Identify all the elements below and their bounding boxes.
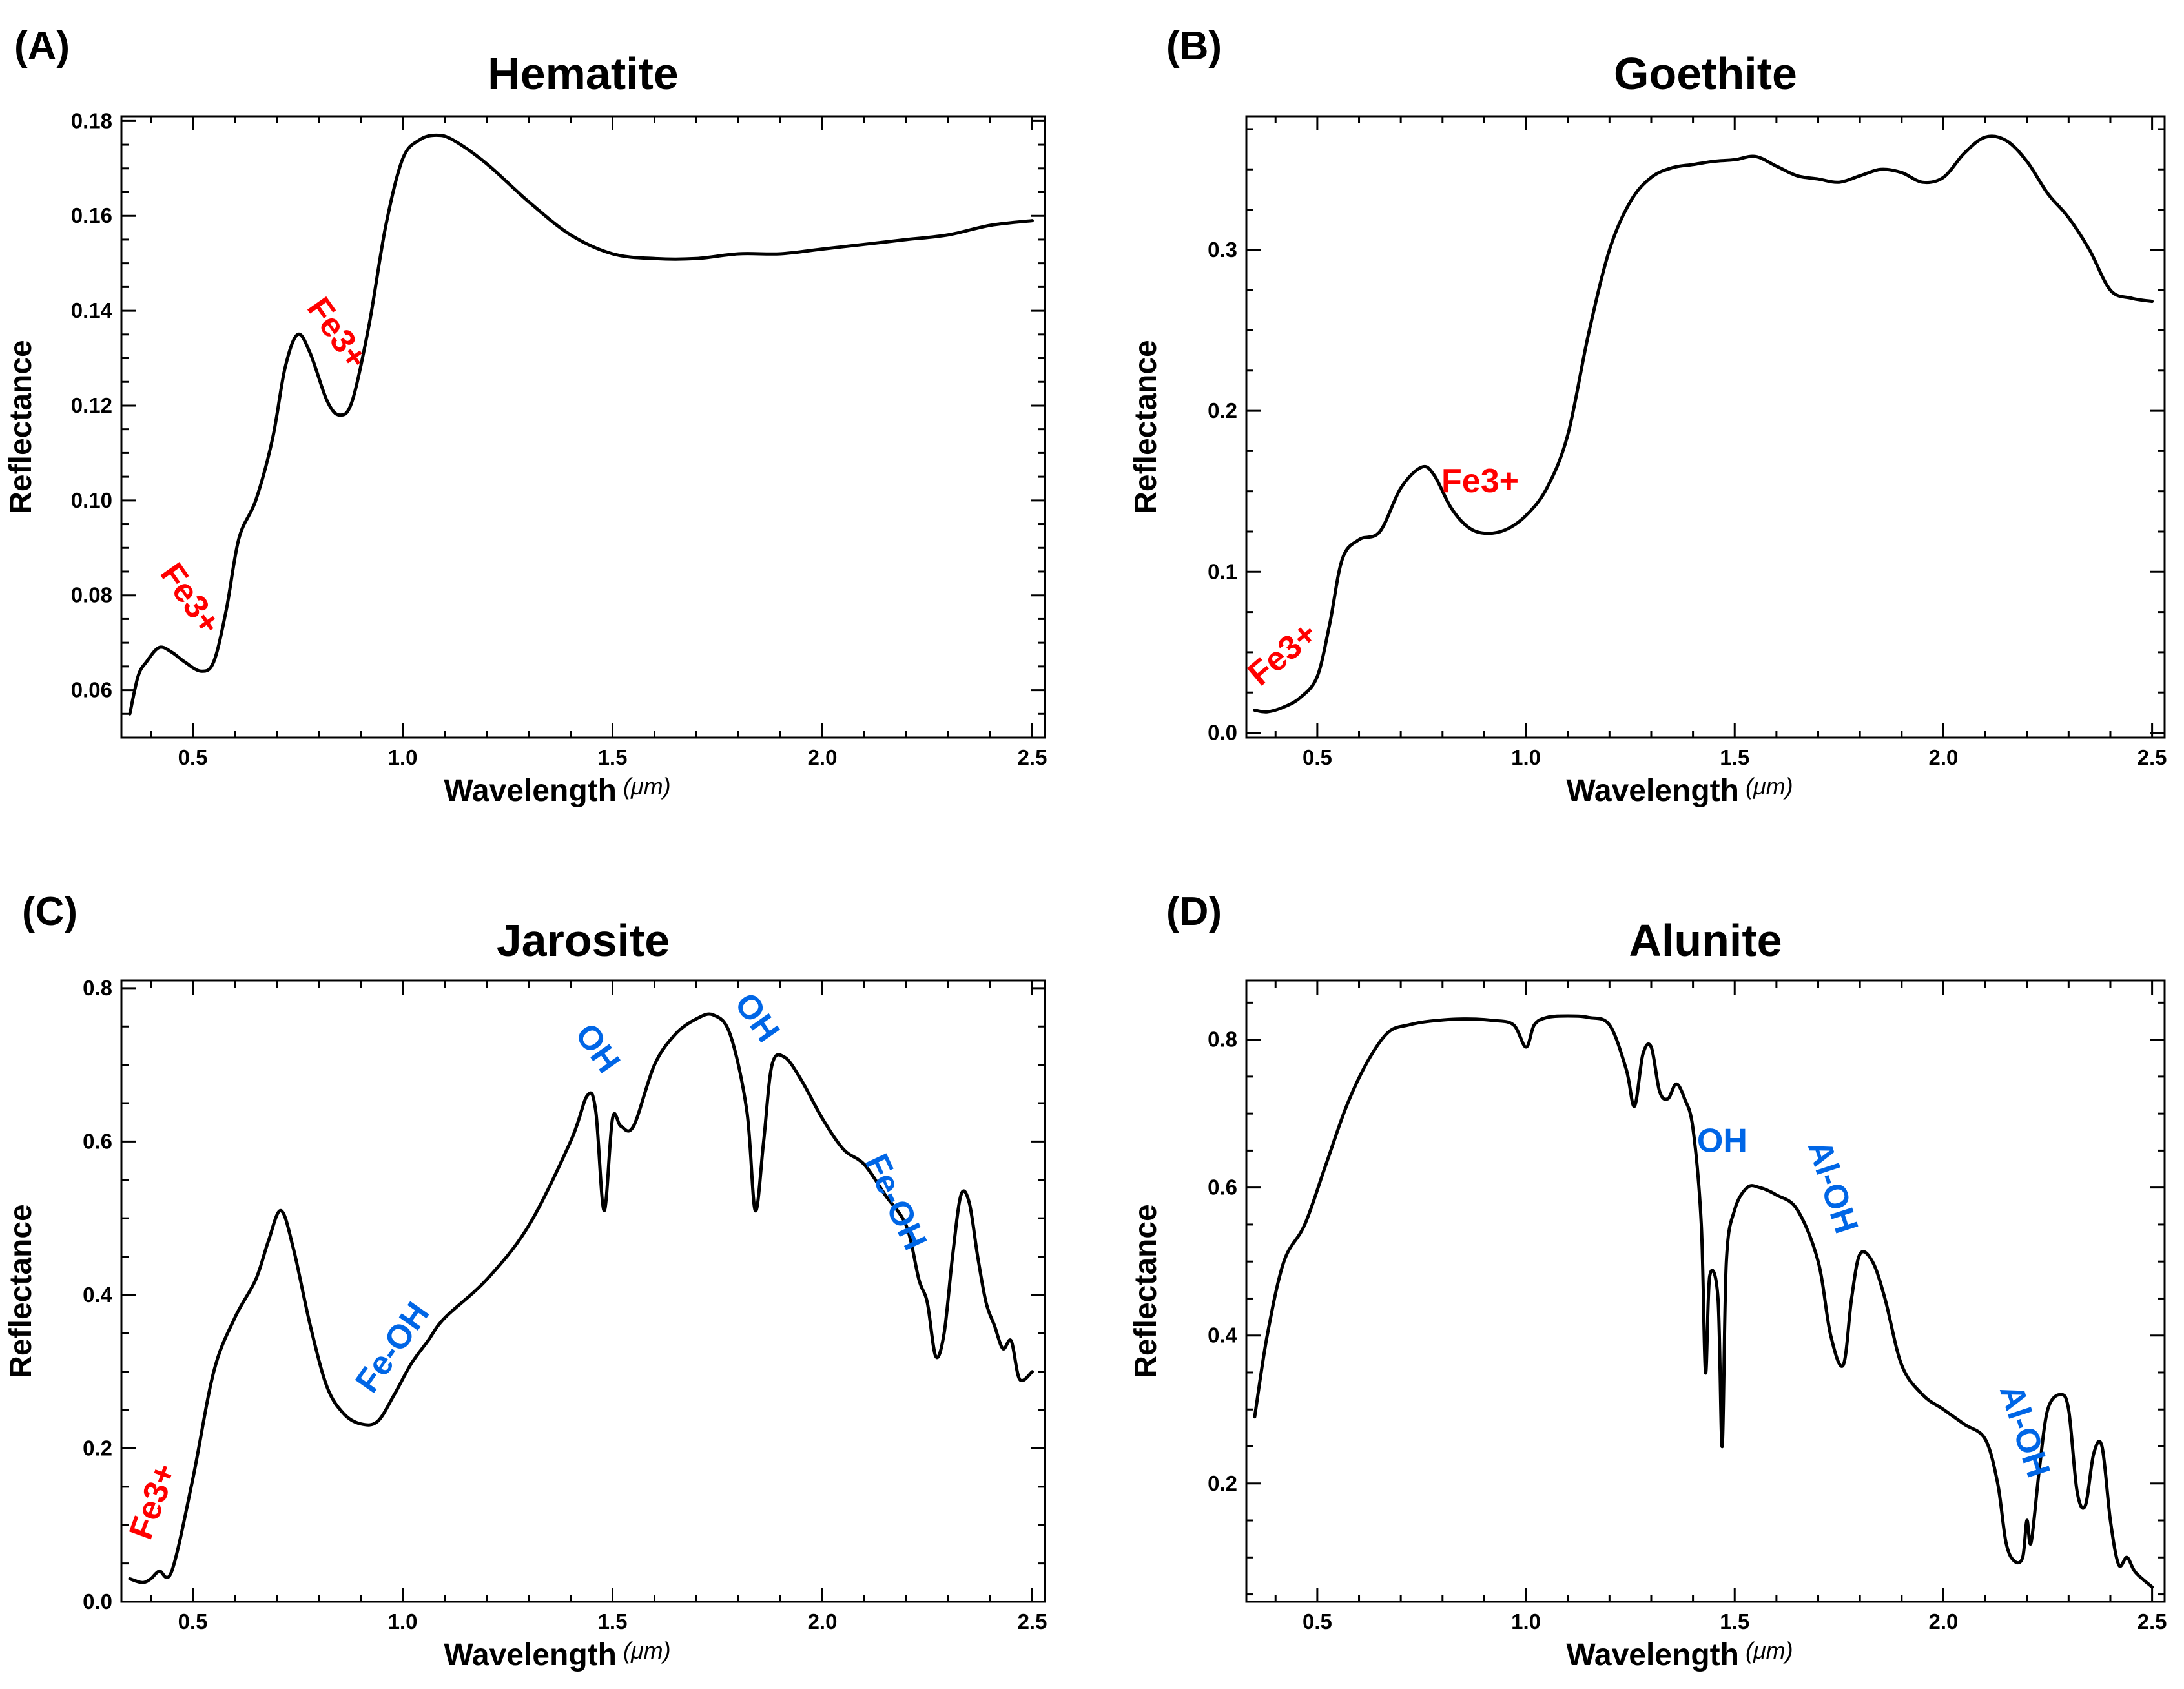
x-tick-label: 1.0: [1511, 745, 1541, 769]
annotation-oh: OH: [727, 986, 787, 1049]
panel-label: (D): [1166, 889, 1222, 934]
chart-title: Hematite: [488, 48, 679, 99]
y-tick-label: 0.6: [1208, 1176, 1237, 1199]
x-axis-unit: (μm): [1746, 1637, 1793, 1664]
y-axis-title: Reflectance: [4, 340, 38, 513]
y-tick-label: 0.4: [83, 1283, 113, 1307]
x-axis-title: Wavelength (μm): [444, 1637, 670, 1672]
x-tick-label: 1.0: [388, 745, 418, 769]
y-axis-title: Reflectance: [1129, 1204, 1163, 1378]
x-axis-title: Wavelength (μm): [1566, 1637, 1793, 1672]
chart-title: Alunite: [1629, 915, 1782, 966]
x-axis-label: Wavelength: [1566, 774, 1739, 808]
plot-frame: [120, 979, 1046, 1603]
annotation-fe3-: Fe3+: [122, 1458, 184, 1544]
x-tick-label: 2.0: [808, 1610, 838, 1633]
y-tick-label: 0.16: [71, 203, 112, 227]
y-tick-label: 0.6: [83, 1129, 112, 1153]
y-axis-title: Reflectance: [4, 1204, 38, 1378]
x-tick-label: 2.0: [808, 745, 838, 769]
x-axis-label: Wavelength: [1566, 1638, 1739, 1672]
y-tick-label: 0.4: [1208, 1323, 1238, 1347]
panel-label: (A): [14, 24, 70, 68]
y-tick-label: 0.12: [71, 393, 112, 417]
x-axis-unit: (μm): [623, 773, 671, 800]
panel-jarosite: (C) Jarosite 0.5 1.0 1.5 2.0 2.5 0.0 0.2 0.4 0.6 0.…: [4, 889, 1047, 1672]
y-tick-label: 0.8: [1208, 1028, 1237, 1052]
annotation-fe3-: Fe3+: [1241, 615, 1324, 694]
x-tick-label: 2.5: [1018, 745, 1047, 769]
x-tick-label: 1.0: [1511, 1610, 1541, 1633]
annotation-oh: OH: [1697, 1123, 1747, 1160]
y-tick-label: 0.1: [1208, 559, 1237, 583]
y-tick-label: 0.06: [71, 678, 112, 702]
annotation-fe3-: Fe3+: [300, 291, 375, 376]
panel-hematite: (A) Hematite 0.5 1.0 1.5 2.0 2.5 0.06 0.08 0.10 0.…: [4, 24, 1047, 808]
chart-title: Goethite: [1614, 48, 1797, 99]
annotation-al-oh: Al-OH: [1992, 1380, 2057, 1482]
x-tick-label: 1.5: [598, 745, 628, 769]
y-tick-label: 0.3: [1208, 238, 1237, 262]
y-tick-label: 0.08: [71, 583, 112, 607]
panel-alunite: (D) Alunite 0.5 1.0 1.5 2.0 2.5 0.2 0.4 0.6 0.8 Wav…: [1129, 889, 2167, 1672]
x-axis-title: Wavelength (μm): [444, 773, 670, 808]
y-tick-label: 0.8: [83, 976, 112, 1000]
x-axis-unit: (μm): [1746, 773, 1793, 800]
plot-frame: [1245, 115, 2166, 739]
x-tick-label: 2.5: [2138, 1610, 2167, 1633]
x-tick-label: 2.0: [1928, 1610, 1958, 1633]
y-axis-title: Reflectance: [1129, 340, 1163, 513]
y-tick-label: 0.18: [71, 109, 112, 132]
x-axis-title: Wavelength (μm): [1566, 773, 1793, 808]
y-tick-label: 0.10: [71, 488, 112, 512]
series-line-goethite: [1253, 134, 2154, 714]
series-line-hematite: [128, 133, 1034, 716]
annotation-al-oh: Al-OH: [1800, 1136, 1866, 1238]
x-tick-label: 0.5: [178, 1610, 208, 1633]
plot-frame: [120, 115, 1046, 739]
series-line-jarosite: [128, 1012, 1034, 1584]
chart-title: Jarosite: [497, 915, 670, 966]
y-tick-label: 0.0: [1208, 721, 1237, 745]
y-tick-label: 0.2: [1208, 399, 1237, 422]
annotation-fe3-: Fe3+: [1441, 462, 1519, 500]
x-axis-label: Wavelength: [444, 1638, 617, 1672]
x-tick-label: 0.5: [1303, 1610, 1332, 1633]
x-tick-label: 2.5: [2138, 745, 2167, 769]
x-tick-label: 1.0: [388, 1610, 418, 1633]
annotation-fe-oh: Fe-OH: [858, 1148, 934, 1256]
plot-frame: [1245, 979, 2166, 1603]
panel-label: (B): [1166, 24, 1222, 68]
y-tick-label: 0.2: [83, 1436, 112, 1460]
x-tick-label: 2.0: [1928, 745, 1958, 769]
annotation-oh: OH: [568, 1017, 627, 1079]
panel-goethite: (B) Goethite 0.5 1.0 1.5 2.0 2.5 0.0 0.1 0.2 0.3 Wa…: [1129, 24, 2167, 808]
x-axis-unit: (μm): [623, 1637, 671, 1664]
y-tick-label: 0.0: [83, 1590, 112, 1613]
x-tick-label: 0.5: [178, 745, 208, 769]
annotation-fe3-: Fe3+: [153, 556, 228, 641]
x-tick-label: 1.5: [1720, 745, 1749, 769]
x-tick-label: 1.5: [1720, 1610, 1749, 1633]
panel-label: (C): [22, 889, 77, 934]
y-tick-label: 0.14: [71, 298, 113, 322]
x-tick-label: 1.5: [598, 1610, 628, 1633]
series-line-alunite: [1253, 1014, 2154, 1589]
x-axis-label: Wavelength: [444, 774, 617, 808]
x-tick-label: 2.5: [1018, 1610, 1047, 1633]
x-tick-label: 0.5: [1303, 745, 1332, 769]
y-tick-label: 0.2: [1208, 1471, 1237, 1495]
